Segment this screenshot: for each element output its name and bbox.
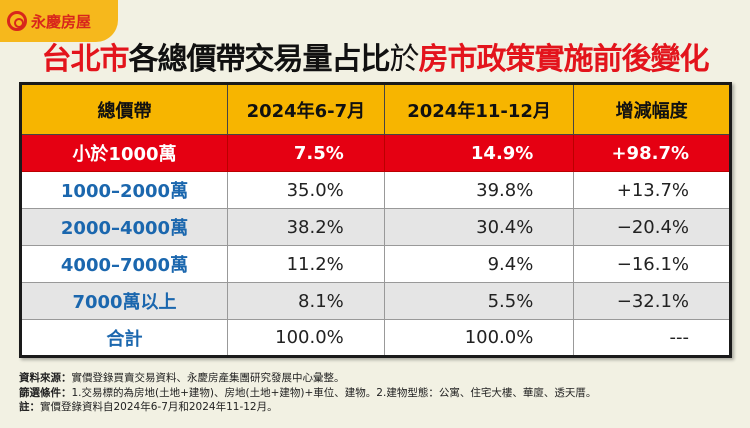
title-part: 於 — [389, 42, 420, 77]
header-cell: 2024年11-12月 — [383, 83, 575, 135]
note-label: 資料來源： — [19, 372, 72, 384]
header-cell: 增減幅度 — [573, 83, 731, 135]
change-cell: --- — [573, 319, 731, 357]
table-row: 2000–4000萬 38.2% 30.4% −20.4% — [20, 208, 731, 246]
category-cell: 小於1000萬 — [20, 134, 228, 172]
value-cell: 9.4% — [383, 245, 575, 283]
table-row-total: 合計 100.0% 100.0% --- — [20, 319, 731, 357]
category-cell: 7000萬以上 — [20, 282, 228, 320]
value-cell: 38.2% — [227, 208, 385, 246]
table-row: 4000–7000萬 11.2% 9.4% −16.1% — [20, 245, 731, 283]
note-label: 篩選條件： — [19, 386, 72, 399]
page-title: 台北市各總價帶交易量占比於房市政策實施前後變化 — [0, 34, 750, 78]
title-part: 各總價帶交易量占比 — [128, 42, 391, 77]
value-cell: 7.5% — [227, 134, 385, 172]
change-cell: −32.1% — [573, 282, 731, 320]
logo-icon — [7, 11, 27, 31]
note-remark: 註：實價登錄資料自2024年6-7月和2024年11-12月。 — [19, 400, 596, 415]
category-cell: 合計 — [20, 319, 228, 357]
logo-text: 永慶房屋 — [31, 12, 92, 31]
note-label: 註： — [19, 401, 40, 413]
note-source: 資料來源：實價登錄買賣交易資料、永慶房產集團研究發展中心彙整。 — [19, 371, 596, 386]
note-text: 實價登錄買賣交易資料、永慶房產集團研究發展中心彙整。 — [71, 372, 345, 384]
value-cell: 30.4% — [383, 208, 575, 246]
change-cell: +13.7% — [573, 171, 731, 209]
note-filter: 篩選條件：1.交易標的為房地(土地+建物)、房地(土地+建物)+車位、建物。2.… — [19, 386, 596, 401]
change-cell: −16.1% — [573, 245, 731, 283]
category-cell: 2000–4000萬 — [20, 208, 228, 246]
value-cell: 5.5% — [383, 282, 575, 320]
logo: 永慶房屋 — [0, 0, 118, 42]
data-table: 總價帶 2024年6-7月 2024年11-12月 增減幅度 小於1000萬 7… — [19, 82, 732, 358]
value-cell: 39.8% — [383, 171, 575, 209]
category-cell: 1000–2000萬 — [20, 171, 228, 209]
header-cell: 2024年6-7月 — [227, 83, 385, 135]
title-part: 台北市 — [41, 42, 130, 77]
change-cell: −20.4% — [573, 208, 731, 246]
title-part: 房市政策實施前後變化 — [418, 42, 710, 77]
note-text: 實價登錄資料自2024年6-7月和2024年11-12月。 — [40, 401, 278, 413]
category-cell: 4000–7000萬 — [20, 245, 228, 283]
footnotes: 資料來源：實價登錄買賣交易資料、永慶房產集團研究發展中心彙整。 篩選條件：1.交… — [19, 371, 596, 415]
table-row: 1000–2000萬 35.0% 39.8% +13.7% — [20, 171, 731, 209]
table-row: 7000萬以上 8.1% 5.5% −32.1% — [20, 282, 731, 320]
value-cell: 8.1% — [227, 282, 385, 320]
table-header: 總價帶 2024年6-7月 2024年11-12月 增減幅度 — [20, 83, 731, 135]
value-cell: 11.2% — [227, 245, 385, 283]
value-cell: 35.0% — [227, 171, 385, 209]
header-cell: 總價帶 — [20, 83, 228, 135]
value-cell: 100.0% — [227, 319, 385, 357]
change-cell: +98.7% — [573, 134, 731, 172]
value-cell: 100.0% — [383, 319, 575, 357]
note-text: 1.交易標的為房地(土地+建物)、房地(土地+建物)+車位、建物。2.建物型態：… — [71, 386, 597, 399]
table-row: 小於1000萬 7.5% 14.9% +98.7% — [20, 134, 731, 172]
value-cell: 14.9% — [383, 134, 575, 172]
